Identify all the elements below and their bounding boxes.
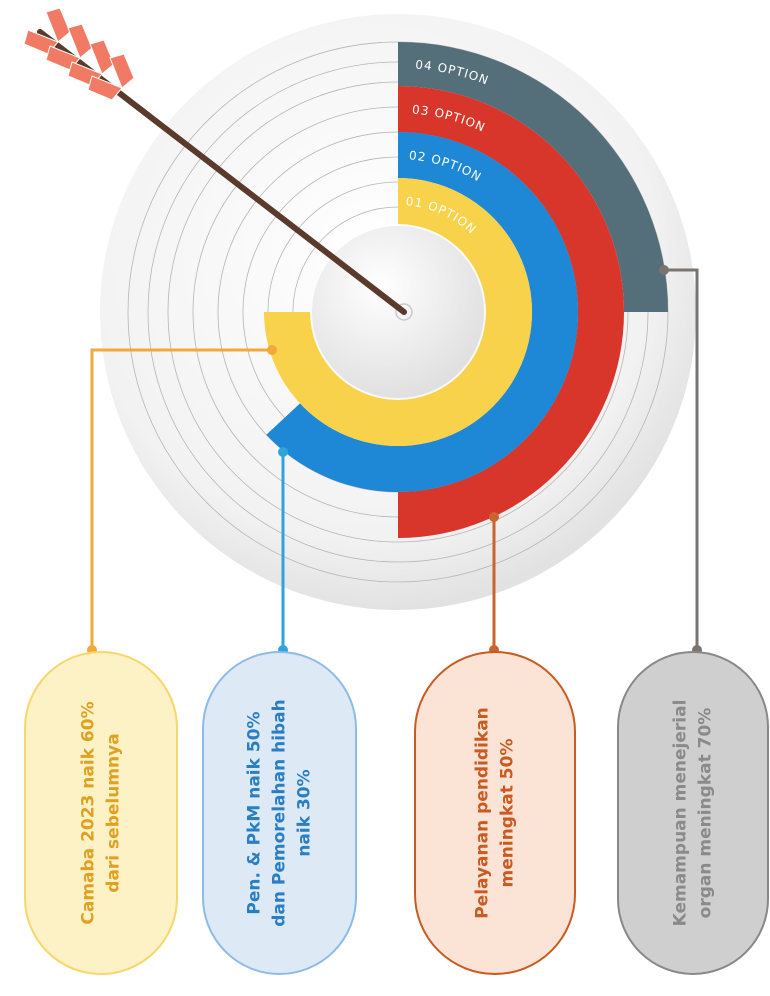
arrow-shaft [37,29,407,315]
connector [90,348,272,650]
card-text: Camaba 2023 naik 60% [79,701,99,924]
arrow-feather [89,39,115,75]
arrow-feather [45,7,71,43]
connector-dot [659,265,669,275]
connector-dot [267,345,277,355]
card-text: meningkat 50% [498,739,518,888]
card [202,651,357,975]
ring-segment [264,178,532,446]
center-disc [312,226,484,398]
arrow-feather [67,23,93,59]
card-text: Pen. & PkM naik 50% [245,711,265,914]
arrow-feather [109,53,135,89]
card [617,651,769,975]
card-text: dari sebelumnya [104,733,124,892]
card-text: dan Pemorelahan hibah [270,699,290,927]
connector-dot [489,512,499,522]
connector-dot [278,447,288,457]
ring-segment [266,132,578,493]
ring-segment [398,86,624,538]
card-text: Pelayanan pendidikan [473,707,493,919]
card-text: organ meningkat 70% [696,708,716,919]
connector [664,268,699,650]
card [414,651,576,975]
card-text: naik 30% [295,769,315,856]
ring-segment [398,42,668,312]
arrow-feather [87,75,123,101]
card [24,651,178,975]
card-text: Kemampuan menejerial [671,700,691,927]
center-dot [395,303,413,321]
